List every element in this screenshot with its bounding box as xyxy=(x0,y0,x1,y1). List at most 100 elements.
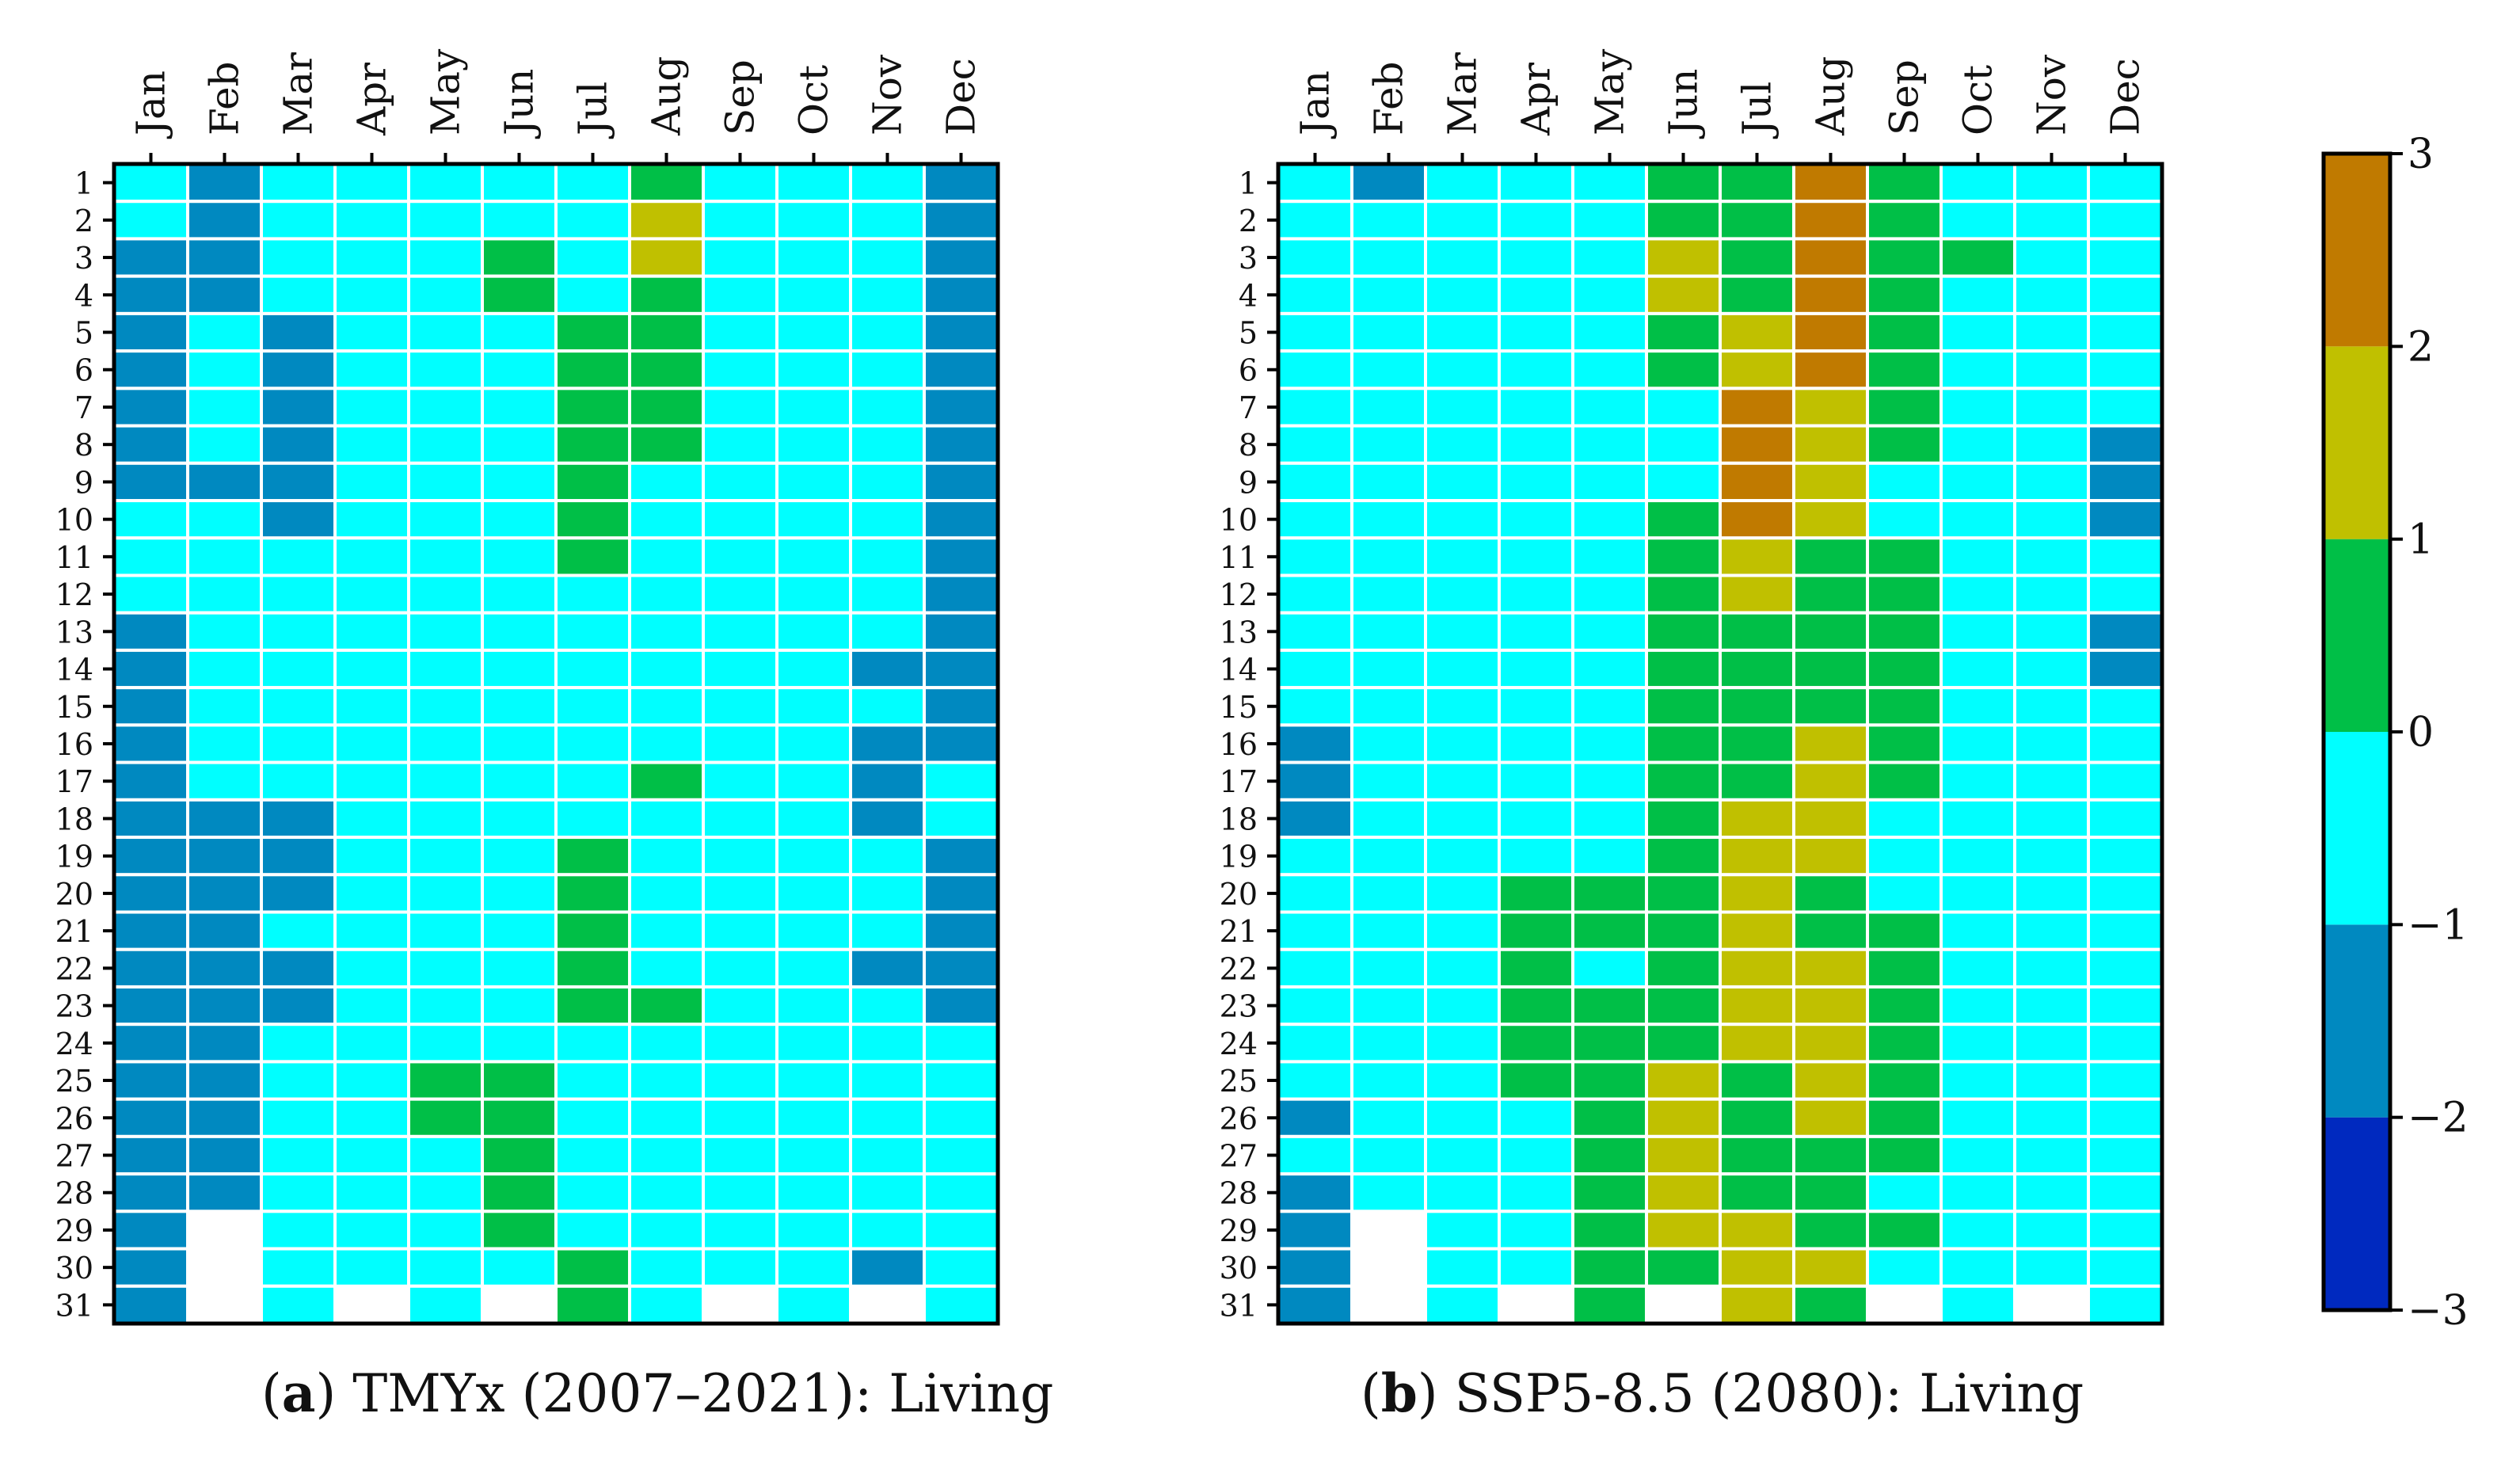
day-label: 28 xyxy=(1220,1176,1258,1211)
heatmap-cell xyxy=(186,723,263,764)
day-label: 10 xyxy=(1220,503,1258,538)
day-label: 17 xyxy=(1220,764,1258,799)
heatmap-cell xyxy=(333,573,410,615)
heatmap-cell xyxy=(702,648,778,690)
heatmap-cell xyxy=(407,1209,484,1251)
day-label: 13 xyxy=(55,615,93,650)
heatmap-cell xyxy=(849,200,926,241)
heatmap-cell xyxy=(260,760,337,802)
heatmap-cell xyxy=(1866,760,1943,802)
heatmap-cell xyxy=(1792,424,1869,465)
heatmap-cell xyxy=(1866,910,1943,951)
heatmap-cell xyxy=(1498,162,1574,204)
heatmap-cell xyxy=(1645,311,1722,353)
heatmap-cell xyxy=(1939,274,2016,315)
heatmap-cell xyxy=(1350,1060,1427,1101)
heatmap-cell xyxy=(1719,1284,1795,1325)
heatmap-cell xyxy=(2087,611,2164,652)
month-label: Jan xyxy=(1292,70,1338,139)
heatmap-cell xyxy=(1498,349,1574,390)
heatmap-cell xyxy=(775,1209,852,1251)
heatmap-cell xyxy=(1719,611,1795,652)
month-label: Jul xyxy=(1734,82,1780,139)
heatmap-cell xyxy=(1719,760,1795,802)
heatmap-cell xyxy=(1498,723,1574,764)
heatmap-cell xyxy=(1571,985,1648,1027)
day-label: 24 xyxy=(55,1027,93,1061)
heatmap-cell xyxy=(775,1023,852,1064)
heatmap-cell xyxy=(260,836,337,877)
heatmap-cell xyxy=(1645,1060,1722,1101)
heatmap-cell xyxy=(702,1247,778,1288)
heatmap-cell xyxy=(2013,985,2090,1027)
heatmap-cell xyxy=(112,1023,189,1064)
heatmap-cell xyxy=(260,424,337,465)
heatmap-cell xyxy=(923,686,999,727)
heatmap-cell xyxy=(407,760,484,802)
heatmap-cell xyxy=(1498,686,1574,727)
heatmap-cell xyxy=(1424,1172,1501,1213)
heatmap-cell xyxy=(112,1172,189,1213)
heatmap-cell xyxy=(849,648,926,690)
heatmap-cell xyxy=(1792,200,1869,241)
heatmap-cell xyxy=(849,1172,926,1213)
heatmap-cell xyxy=(1571,424,1648,465)
heatmap-cell xyxy=(628,873,705,914)
heatmap-cell xyxy=(923,274,999,315)
heatmap-cell xyxy=(1719,985,1795,1027)
heatmap-cell xyxy=(554,349,631,390)
heatmap-cell xyxy=(1645,1134,1722,1176)
heatmap-cell xyxy=(2013,349,2090,390)
heatmap-cell xyxy=(1277,1134,1353,1176)
heatmap-cell xyxy=(333,536,410,577)
heatmap-cell xyxy=(1350,237,1427,278)
heatmap-panel-a: Jan Feb Mar Apr May Jun Jul Aug Sep Oct Nov Dec1234… xyxy=(55,48,1000,1326)
heatmap-cell xyxy=(1424,1060,1501,1101)
heatmap-cell xyxy=(333,387,410,428)
heatmap-cell xyxy=(628,1023,705,1064)
heatmap-cell xyxy=(1792,947,1869,989)
heatmap-cell xyxy=(1424,873,1501,914)
heatmap-cell xyxy=(2013,311,2090,353)
heatmap-cell xyxy=(1498,499,1574,540)
heatmap-cell xyxy=(1350,387,1427,428)
heatmap-cell xyxy=(1350,648,1427,690)
heatmap-cell xyxy=(1792,573,1869,615)
heatmap-cell xyxy=(1719,162,1795,204)
heatmap-cell xyxy=(1792,1134,1869,1176)
heatmap-cell xyxy=(849,910,926,951)
heatmap-cell xyxy=(1571,836,1648,877)
heatmap-cell xyxy=(1792,648,1869,690)
heatmap-cell xyxy=(1719,1209,1795,1251)
heatmap-cell xyxy=(1350,1023,1427,1064)
heatmap-cell xyxy=(2087,873,2164,914)
month-label: Sep xyxy=(1882,59,1928,135)
heatmap-cell xyxy=(1571,1097,1648,1138)
heatmap-cell xyxy=(1719,686,1795,727)
heatmap-cell xyxy=(554,424,631,465)
heatmap-cell xyxy=(1571,873,1648,914)
month-label: Oct xyxy=(1955,65,2001,135)
heatmap-cell xyxy=(2013,200,2090,241)
heatmap-cell xyxy=(1645,873,1722,914)
colorbar-tick-label: 2 xyxy=(2408,323,2434,371)
heatmap-cell xyxy=(260,573,337,615)
heatmap-cell xyxy=(186,387,263,428)
heatmap-cell xyxy=(1792,873,1869,914)
heatmap-cell xyxy=(407,798,484,840)
heatmap-cell xyxy=(1350,686,1427,727)
heatmap-cell xyxy=(2087,311,2164,353)
heatmap-cell xyxy=(481,798,558,840)
heatmap-cell xyxy=(923,760,999,802)
day-label: 9 xyxy=(74,465,93,500)
heatmap-cell xyxy=(702,162,778,204)
day-label: 19 xyxy=(1220,840,1258,874)
heatmap-cell xyxy=(1866,985,1943,1027)
heatmap-cell xyxy=(702,1097,778,1138)
caption-b-text: SSP5-8.5 (2080): Living xyxy=(1438,1363,2084,1424)
heatmap-cell xyxy=(1571,237,1648,278)
caption-a-text: TMYx (2007–2021): Living xyxy=(336,1363,1053,1424)
heatmap-cell xyxy=(628,1284,705,1325)
heatmap-cell xyxy=(186,648,263,690)
heatmap-cell xyxy=(923,723,999,764)
